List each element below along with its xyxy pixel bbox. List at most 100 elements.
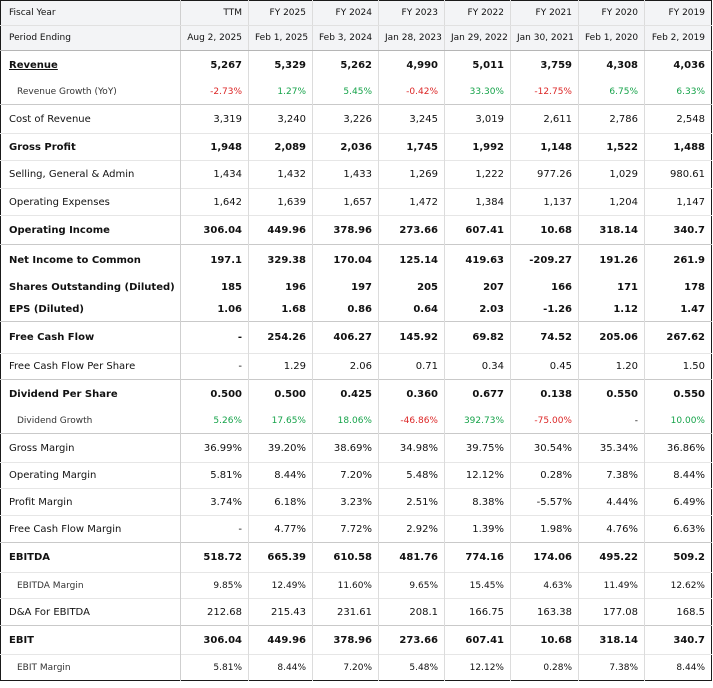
value-cell: 17.65% (248, 408, 313, 434)
value-cell: 1,432 (248, 160, 313, 189)
value-cell: 6.63% (644, 515, 712, 543)
ebitda-margin-label: EBITDA Margin (0, 572, 181, 599)
fiscal-year-header-cell: FY 2025 (248, 0, 313, 26)
dividend-growth-label: Dividend Growth (0, 408, 181, 434)
value-cell: 9.65% (378, 572, 445, 599)
row-label-text: Free Cash Flow (9, 332, 95, 343)
value-cell: 0.45 (510, 353, 579, 380)
value-cell: - (180, 353, 249, 380)
value-cell: 178 (684, 281, 705, 293)
cost-of-revenue-row: Cost of Revenue 3,319 3,240 3,226 3,245 3,019… (0, 104, 712, 134)
value-cell: 481.76 (378, 542, 445, 573)
value-cell: 1,433 (312, 160, 379, 189)
value-cell: -209.27 (510, 244, 579, 276)
value-cell: 273.66 (378, 215, 445, 245)
value-cell: 509.2 (644, 542, 712, 573)
value-cell: 12.49% (248, 572, 313, 599)
value-cell: 4,036 (644, 50, 712, 80)
value-cell: 3,019 (444, 104, 511, 134)
value-cell: 74.52 (510, 321, 579, 354)
value-cell: 1.29 (248, 353, 313, 380)
fiscal-year-header-label: Fiscal Year (0, 0, 181, 26)
value-cell: 1.68 (248, 298, 313, 322)
value-cell: 610.58 (312, 542, 379, 573)
value-cell: 3,240 (248, 104, 313, 134)
value-cell: -2.73% (180, 79, 249, 105)
value-cell: 8.44% (248, 462, 313, 489)
value-cell: 170.04 (312, 244, 379, 276)
value-cell: 1,148 (510, 133, 579, 161)
value-cell: 3,759 (510, 50, 579, 80)
ebitda-row: EBITDA 518.72 665.39 610.58 481.76 774.16 174.… (0, 542, 712, 573)
period-ending-header-row: Period Ending Aug 2, 2025 Feb 1, 2025 Feb 3… (0, 25, 712, 51)
row-label-text: EBIT Margin (17, 662, 71, 673)
cost-of-revenue-label: Cost of Revenue (0, 104, 181, 134)
row-label-text: Free Cash Flow Per Share (9, 361, 136, 372)
gross-margin-label: Gross Margin (0, 433, 181, 463)
period-ending-header-cell: Feb 1, 2020 (578, 25, 645, 51)
fiscal-year-header-cell: FY 2021 (510, 0, 579, 26)
value-cell: 0.34 (444, 353, 511, 380)
value-cell: 166 (510, 275, 579, 299)
ebit-margin-label: EBIT Margin (0, 654, 181, 681)
fiscal-year-header-cell: FY 2020 (578, 0, 645, 26)
value-cell: 3,319 (180, 104, 249, 134)
value-cell: 33.30% (444, 79, 511, 105)
value-cell: 18.06% (312, 408, 379, 434)
value-cell: 205 (378, 275, 445, 299)
value-cell: 378.96 (312, 625, 379, 655)
row-label-text: EBIT (9, 634, 34, 646)
value-cell: 2.51% (378, 488, 445, 516)
value-cell: 39.20% (248, 433, 313, 463)
revenue-link[interactable]: Revenue (9, 59, 58, 71)
value-cell: 1,269 (378, 160, 445, 189)
operating-income-label: Operating Income (0, 215, 181, 245)
value-cell: 306.04 (180, 215, 249, 245)
value-cell: 378.96 (312, 215, 379, 245)
eps-label: EPS (Diluted) (0, 298, 181, 322)
value-cell: 4.63% (510, 572, 579, 599)
dividend-per-share-label: Dividend Per Share (0, 379, 181, 409)
value-cell: 4.44% (578, 488, 645, 516)
row-label-text: Profit Margin (9, 496, 73, 508)
value-cell: 2,036 (312, 133, 379, 161)
value-cell: 3.74% (180, 488, 249, 516)
row-label-text: Operating Income (9, 224, 110, 236)
dividend-growth-row: Dividend Growth 5.26% 17.65% 18.06% -46.86% 3… (0, 408, 712, 434)
value-cell: 1,137 (510, 188, 579, 216)
row-label-text: Operating Margin (9, 470, 97, 481)
value-cell: 1,745 (378, 133, 445, 161)
row-label-text: Gross Profit (9, 141, 76, 153)
value-cell: 185 (180, 275, 249, 299)
fiscal-year-header-row: Fiscal Year TTM FY 2025 FY 2024 FY 2023 FY 20… (0, 0, 712, 26)
period-ending-header-cell: Jan 29, 2022 (444, 25, 511, 51)
row-label-text: Selling, General & Admin (9, 169, 135, 180)
value-cell: -46.86% (378, 408, 445, 434)
value-cell: 0.360 (378, 379, 445, 409)
free-cash-flow-row: Free Cash Flow -254.26 406.27 145.92 69.82 74… (0, 321, 712, 354)
value-cell: -0.42% (378, 79, 445, 105)
value-cell: 12.12% (444, 654, 511, 681)
ebit-row: EBIT 306.04 449.96 378.96 273.66 607.41 10.68 3… (0, 625, 712, 655)
value-cell: 1,639 (248, 188, 313, 216)
value-cell: 2,786 (578, 104, 645, 134)
value-cell: 5.81% (180, 462, 249, 489)
ebit-label: EBIT (0, 625, 181, 655)
value-cell: 30.54% (510, 433, 579, 463)
value-cell: 306.04 (180, 625, 249, 655)
value-cell: 196 (248, 275, 313, 299)
value-cell: 5,329 (248, 50, 313, 80)
fcf-margin-row: Free Cash Flow Margin -4.77% 7.72% 2.92% 1.3… (0, 515, 712, 543)
free-cash-flow-label: Free Cash Flow (0, 321, 181, 354)
value-cell: 166.75 (444, 598, 511, 626)
value-cell: 0.550 (578, 379, 645, 409)
period-ending-header-cell: Feb 3, 2024 (312, 25, 379, 51)
row-label-text: EPS (Diluted) (9, 304, 84, 316)
value-cell: 273.66 (378, 625, 445, 655)
value-cell: 15.45% (444, 572, 511, 599)
value-cell: 39.75% (444, 433, 511, 463)
value-cell: 36.86% (644, 433, 712, 463)
value-cell: 1,204 (578, 188, 645, 216)
operating-income-row: Operating Income 306.04 449.96 378.96 273.66… (0, 215, 712, 245)
value-cell: 8.44% (248, 654, 313, 681)
